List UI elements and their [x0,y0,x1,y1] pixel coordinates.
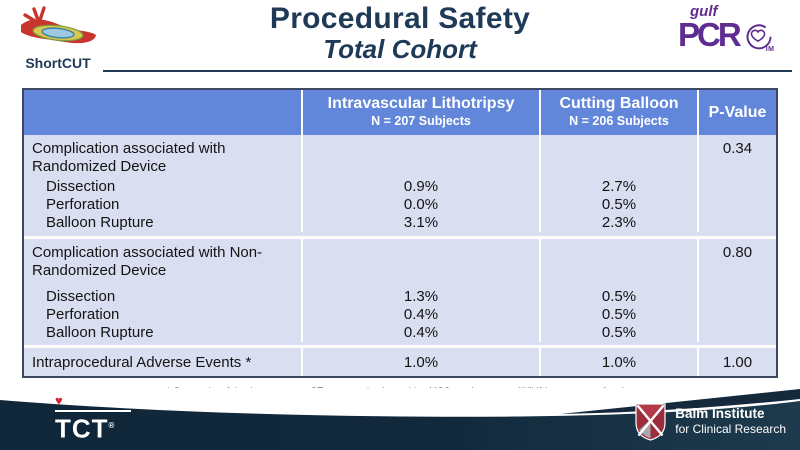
section-title-line1: Complication associated with [32,140,226,157]
p-value: 0.34 [722,140,753,157]
crf-divider [55,410,131,413]
cell-value: 0.5% [601,306,637,323]
heart-outline-icon [746,24,772,50]
cell-value: 0.0% [403,196,439,213]
section-title-line1: Complication associated with Non- [32,244,263,261]
baim-logo: Baim Institute for Clinical Research [634,402,786,441]
header-ivl-cell: Intravascular Lithotripsy N = 207 Subjec… [301,90,539,135]
row-label: Balloon Rupture [46,214,154,231]
cell-value: 1.0% [539,348,697,376]
page-subtitle: Total Cohort [323,34,477,64]
baim-shield-icon [635,403,666,441]
pvalue-column: 0.34 [697,135,776,232]
header-cb-n: N = 206 Subjects [569,114,669,128]
baim-label-line2: for Clinical Research [675,422,786,436]
table-row-intraprocedural: Intraprocedural Adverse Events * 1.0% 1.… [24,345,776,376]
p-value: 0.80 [722,244,753,261]
cell-value: 0.5% [601,288,637,305]
cell-value: 3.1% [403,214,439,231]
row-label: Perforation [46,306,120,323]
cb-value-column: 0.5% 0.5% 0.5% [539,239,697,342]
pcr-label: PCR [678,16,742,53]
footer-band [0,388,800,450]
baim-label-line1: Baim Institute [675,406,765,421]
section-title: Complication associated with Non- Random… [24,239,301,288]
section-label-column: Complication associated with Non- Random… [24,239,301,342]
shortcut-label: ShortCUT [25,55,91,71]
gim-label: IM [765,46,775,53]
gulf-pcr-logo: gulf PCR IM [678,3,786,54]
shortcut-logo: ShortCUT [12,6,104,71]
section-title: Complication associated with Randomized … [24,135,301,178]
tct-reg-mark: ® [108,421,116,431]
header-ivl-title: Intravascular Lithotripsy [327,95,515,112]
row-label: Intraprocedural Adverse Events * [32,353,252,371]
safety-table: Intravascular Lithotripsy N = 207 Subjec… [22,88,778,378]
tct-label: TCT [55,414,109,444]
crf-heart-icon: ♥ [55,393,63,409]
cell-value: 1.0% [301,348,539,376]
cell-value: 2.3% [601,214,637,231]
ivl-value-column: 1.3% 0.4% 0.4% [301,239,539,342]
cell-value: 2.7% [601,178,637,195]
row-label: Dissection [46,288,116,305]
section-title-line2: Randomized Device [32,158,167,175]
section-title-line2: Randomized Device [32,262,167,279]
cb-value-column: 2.7% 0.5% 2.3% [539,135,697,232]
pvalue-column: 0.80 [697,239,776,342]
page-title: Procedural Safety [269,2,531,35]
p-value: 1.00 [697,348,776,376]
cell-value: 0.4% [403,324,439,341]
cell-value: 1.3% [403,288,439,305]
ivl-value-column: 0.9% 0.0% 3.1% [301,135,539,232]
vessel-icon [21,6,96,44]
title-underline [103,70,792,72]
header-cb-title: Cutting Balloon [559,95,679,112]
crf-label: CRF® [64,394,101,407]
cell-value: 0.5% [601,324,637,341]
gulf-label: gulf [690,3,718,20]
crf-tct-logo: ♥ CRF® TCT® [55,393,131,443]
table-header-row: Intravascular Lithotripsy N = 207 Subjec… [24,90,776,135]
row-label: Balloon Rupture [46,324,154,341]
header-ivl-n: N = 207 Subjects [371,114,471,128]
section-non-randomized-device: Complication associated with Non- Random… [24,236,776,345]
cell-value: 0.5% [601,196,637,213]
header-cb-cell: Cutting Balloon N = 206 Subjects [539,90,697,135]
section-label-column: Complication associated with Randomized … [24,135,301,232]
header-empty-cell [24,90,301,135]
row-label: Perforation [46,196,120,213]
cell-value: 0.4% [403,306,439,323]
row-label: Dissection [46,178,116,195]
cell-value: 0.9% [403,178,439,195]
section-randomized-device: Complication associated with Randomized … [24,135,776,236]
header-pvalue-cell: P-Value [697,90,776,135]
